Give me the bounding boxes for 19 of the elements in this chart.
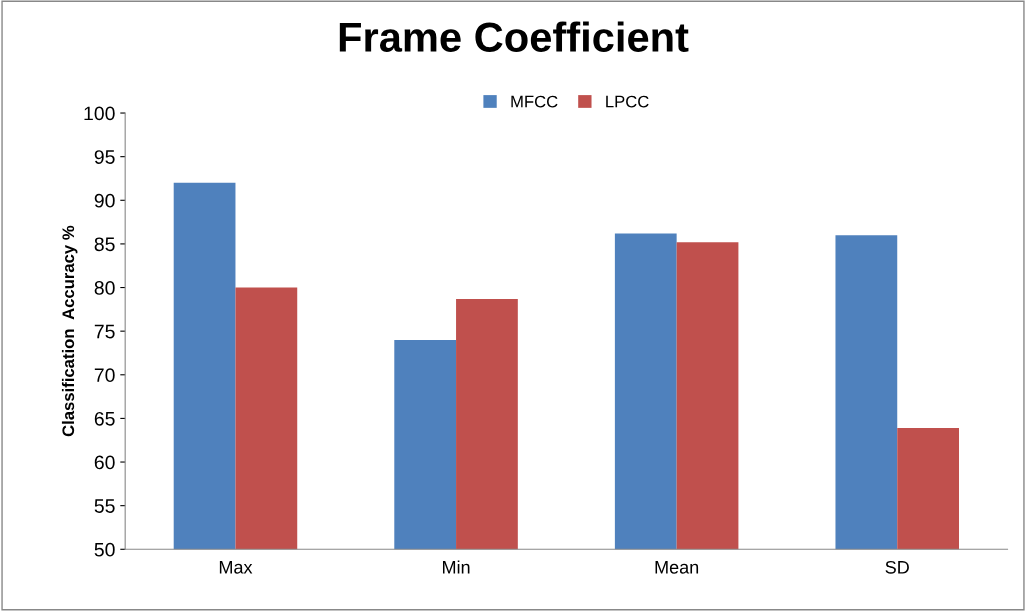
y-tick-label: 90 [94,193,115,208]
y-tick-label: 70 [94,368,115,383]
y-tick-label: 100 [84,106,115,121]
y-tick-label: 60 [94,455,115,470]
x-tick-label: Mean [655,561,699,574]
x-tick-label: SD [885,560,909,574]
y-tick-label: 80 [94,281,115,295]
x-tick-label: Max [219,561,253,574]
y-axis-title: Classification Accuracy % [61,225,78,437]
x-tick-label: Min [442,560,470,574]
y-tick-label: 85 [94,237,115,252]
y-tick-label: 75 [94,324,115,339]
y-tick-label: 50 [94,542,115,557]
y-tick-label: 55 [94,499,115,513]
y-tick-label: 95 [94,150,115,164]
legend-label: LPCC [606,95,649,108]
legend-label: MFCC [511,95,558,108]
y-tick-label: 65 [94,411,115,426]
chart-title: Frame Coefficient [339,21,689,52]
